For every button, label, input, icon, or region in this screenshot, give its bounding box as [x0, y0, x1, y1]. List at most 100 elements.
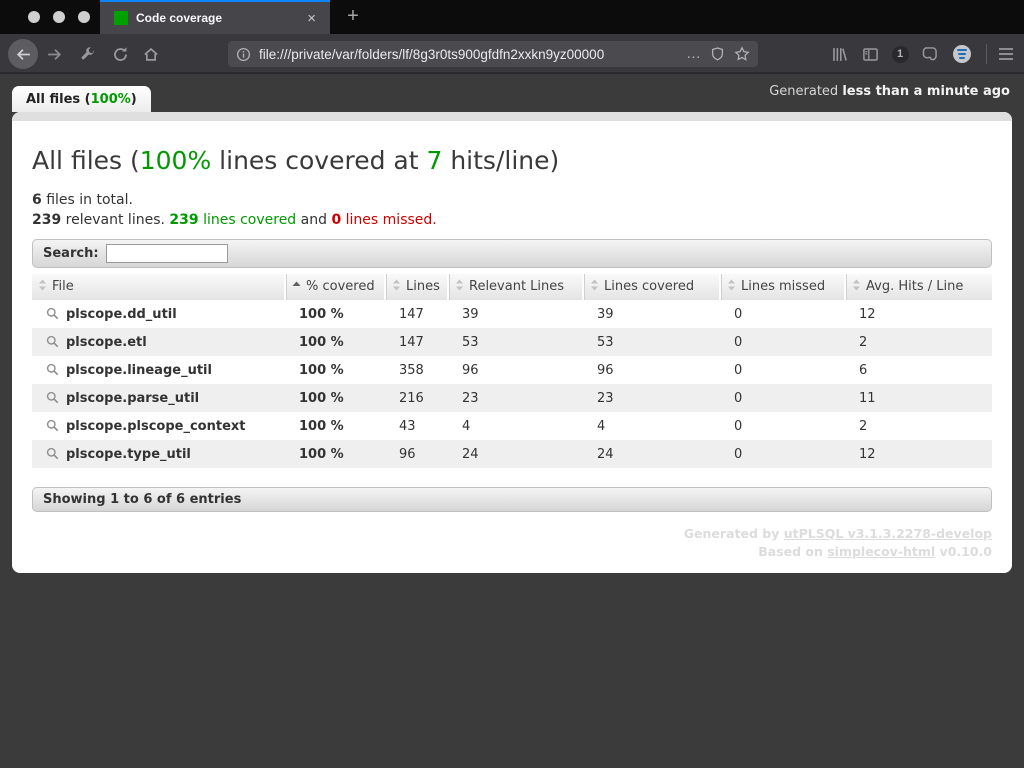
toolbar-separator: [986, 44, 987, 64]
extension-feedly-button[interactable]: [950, 42, 974, 66]
column-header-avg-hits[interactable]: Avg. Hits / Line: [844, 274, 992, 300]
file-link[interactable]: plscope.type_util: [32, 440, 285, 468]
back-button[interactable]: [8, 39, 38, 69]
based-on-line: Based on simplecov-html v0.10.0: [758, 544, 992, 559]
window-close-button[interactable]: [28, 11, 40, 23]
browser-tab[interactable]: Code coverage ×: [100, 0, 330, 34]
tracking-shield-icon[interactable]: [710, 46, 725, 63]
covered-summary: 239 lines covered: [169, 212, 297, 228]
sort-asc-icon: [292, 279, 301, 295]
lines-covered-cell: 96: [597, 362, 614, 378]
avg-hits-cell: 6: [859, 362, 868, 378]
page-actions-button[interactable]: [76, 42, 100, 66]
magnifier-icon: [46, 335, 59, 347]
site-info-icon[interactable]: [236, 47, 251, 62]
column-header-lines[interactable]: Lines: [384, 274, 448, 300]
percent-covered-cell: 100 %: [285, 328, 385, 356]
file-link[interactable]: plscope.lineage_util: [32, 356, 285, 384]
extension-onetab-button[interactable]: 1: [888, 42, 912, 66]
sort-both-icon: [852, 279, 861, 295]
avg-hits-cell: 2: [859, 418, 868, 434]
url-text[interactable]: file:///private/var/folders/lf/8g3r0ts90…: [259, 46, 605, 62]
extension-evernote-button[interactable]: [918, 42, 942, 66]
table-row: plscope.type_util 100 % 96 24 24 0 12: [32, 440, 992, 468]
lines-missed-cell: 0: [720, 384, 845, 412]
window-controls[interactable]: [28, 11, 90, 23]
new-tab-button[interactable]: +: [347, 5, 359, 27]
all-files-tab-paren: ): [130, 91, 137, 107]
all-files-tab[interactable]: All files (100%): [12, 86, 151, 112]
file-link[interactable]: plscope.plscope_context: [32, 412, 285, 440]
table-row: plscope.plscope_context 100 % 43 4 4 0 2: [32, 412, 992, 440]
file-link[interactable]: plscope.etl: [32, 328, 285, 356]
sort-both-icon: [392, 279, 401, 295]
title-percent: 100%: [139, 146, 212, 175]
percent-covered-cell: 100 %: [285, 440, 385, 468]
table-row: plscope.dd_util 100 % 147 39 39 0 12: [32, 300, 992, 328]
files-total-line: 6 files in total.: [32, 192, 133, 208]
lines-cell: 43: [399, 418, 416, 434]
percent-covered-cell: 100 %: [285, 384, 385, 412]
missed-summary: 0 lines missed.: [331, 212, 437, 228]
relevant-lines-cell: 53: [448, 328, 583, 356]
table-row: plscope.etl 100 % 147 53 53 0 2: [32, 328, 992, 356]
sort-both-icon: [727, 279, 736, 295]
report-card: All files (100% lines covered at 7 hits/…: [12, 112, 1012, 573]
avg-hits-cell: 12: [845, 440, 992, 468]
lines-cell: 216: [385, 384, 448, 412]
favicon-icon: [114, 11, 128, 25]
showing-entries-text: Showing 1 to 6 of 6 entries: [43, 492, 242, 507]
reload-icon: [113, 46, 127, 61]
column-header-file[interactable]: File: [32, 274, 285, 300]
sort-both-icon: [590, 279, 599, 295]
lines-missed-cell: 0: [720, 440, 845, 468]
window-zoom-button[interactable]: [78, 11, 90, 23]
search-input[interactable]: [105, 244, 228, 263]
reload-button[interactable]: [108, 42, 132, 66]
table-row: plscope.lineage_util 100 % 358 96 96 0 6: [32, 356, 992, 384]
window-minimize-button[interactable]: [53, 11, 65, 23]
search-bar: Search:: [32, 239, 992, 268]
menu-button[interactable]: [994, 42, 1018, 66]
tab-title: Code coverage: [136, 11, 223, 25]
column-header-lines-missed[interactable]: Lines missed: [719, 274, 845, 300]
column-header-percent-covered[interactable]: % covered: [284, 274, 385, 300]
generated-timestamp: Generated less than a minute ago: [769, 84, 1010, 99]
all-files-tab-percent: 100%: [90, 91, 131, 107]
magnifier-icon: [46, 447, 59, 459]
table-info-bar: Showing 1 to 6 of 6 entries: [32, 487, 992, 512]
card-top-band: [12, 112, 1012, 121]
evernote-elephant-icon: [922, 47, 937, 61]
percent-covered-cell: 100 %: [299, 362, 344, 378]
lines-covered-cell: 53: [583, 328, 720, 356]
lines-covered-cell: 23: [583, 384, 720, 412]
column-header-relevant-lines[interactable]: Relevant Lines: [447, 274, 583, 300]
file-link[interactable]: plscope.dd_util: [32, 300, 285, 328]
sidebar-button[interactable]: [858, 42, 882, 66]
column-header-lines-covered[interactable]: Lines covered: [582, 274, 720, 300]
home-button[interactable]: [139, 42, 163, 66]
page-actions-menu[interactable]: …: [686, 45, 701, 62]
simplecov-link[interactable]: simplecov-html: [827, 544, 936, 559]
generated-by-line: Generated by utPLSQL v3.1.3.2278-develop: [683, 526, 992, 541]
lines-covered-cell: 4: [597, 418, 606, 434]
extension-one-icon: 1: [891, 45, 909, 63]
lines-missed-cell: 0: [734, 418, 743, 434]
avg-hits-cell: 11: [845, 384, 992, 412]
page-title: All files (100% lines covered at 7 hits/…: [32, 146, 560, 175]
all-files-tab-label: All files (: [26, 91, 91, 107]
forward-arrow-icon: [47, 48, 61, 60]
search-label: Search:: [43, 246, 99, 261]
tab-close-icon[interactable]: ×: [307, 9, 316, 27]
url-bar[interactable]: file:///private/var/folders/lf/8g3r0ts90…: [228, 41, 758, 67]
bookmark-star-icon[interactable]: [734, 45, 750, 63]
relevant-lines-cell: 4: [462, 418, 471, 434]
forward-button[interactable]: [42, 42, 66, 66]
percent-covered-cell: 100 %: [299, 418, 344, 434]
file-link[interactable]: plscope.parse_util: [32, 384, 285, 412]
utplsql-link[interactable]: utPLSQL v3.1.3.2278-develop: [783, 526, 992, 541]
coverage-table: File % covered Lines Relevant Lines Line…: [32, 274, 992, 468]
relevant-lines-cell: 39: [462, 306, 479, 322]
sort-both-icon: [38, 279, 47, 295]
library-button[interactable]: [827, 42, 851, 66]
